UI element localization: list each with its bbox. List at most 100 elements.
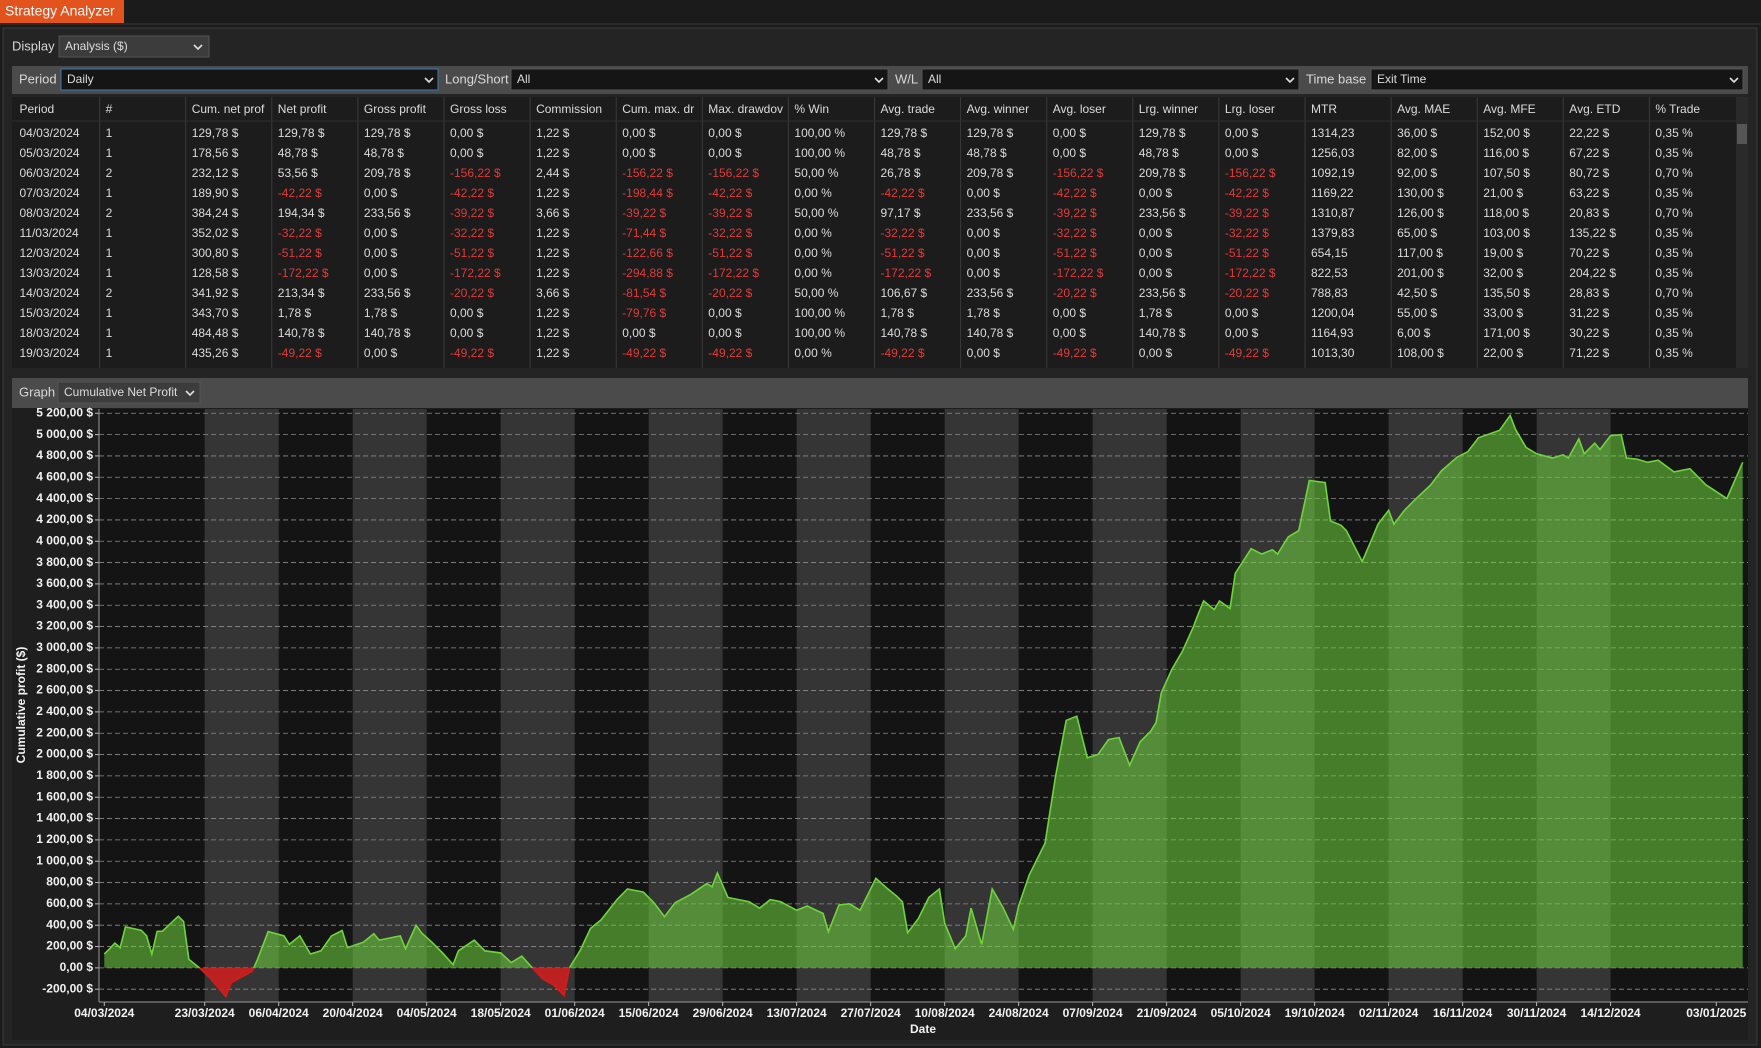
table-cell: 484,48 $ bbox=[192, 326, 239, 340]
table-cell: 233,56 $ bbox=[364, 206, 411, 220]
table-cell: -172,22 $ bbox=[450, 266, 501, 280]
table-cell: 117,00 $ bbox=[1397, 246, 1443, 260]
table-cell: 0,00 $ bbox=[364, 346, 398, 360]
table-cell: 30,22 $ bbox=[1569, 326, 1609, 340]
chevron bbox=[424, 77, 434, 84]
period-label: Period bbox=[19, 71, 57, 86]
column-header: Max. drawdov bbox=[708, 102, 783, 116]
table-cell: 343,70 $ bbox=[192, 306, 239, 320]
x-tick-label: 06/04/2024 bbox=[249, 1006, 309, 1020]
table-cell: 2,44 $ bbox=[536, 166, 570, 180]
table-cell: 107,50 $ bbox=[1483, 166, 1530, 180]
table-cell: -42,22 $ bbox=[1053, 186, 1097, 200]
column-header: Commission bbox=[536, 102, 602, 116]
chevron bbox=[193, 44, 203, 51]
long-short-dropdown[interactable] bbox=[510, 68, 889, 91]
time-base-label: Time base bbox=[1306, 71, 1366, 86]
table-cell: 97,17 $ bbox=[881, 206, 921, 220]
table-cell: 129,78 $ bbox=[192, 126, 239, 140]
y-tick-label: 1 200,00 $ bbox=[36, 832, 93, 846]
table-cell: 2 bbox=[106, 206, 113, 220]
x-tick-label: 07/09/2024 bbox=[1063, 1006, 1123, 1020]
column-header: # bbox=[106, 102, 113, 116]
column-header: Period bbox=[20, 102, 55, 116]
table-cell: 82,00 $ bbox=[1397, 146, 1437, 160]
table-cell: -20,22 $ bbox=[1053, 286, 1097, 300]
table-cell: -49,22 $ bbox=[1053, 346, 1097, 360]
x-tick-label: 13/07/2024 bbox=[767, 1006, 827, 1020]
table-cell: -32,22 $ bbox=[881, 226, 925, 240]
table-cell: 13/03/2024 bbox=[20, 266, 80, 280]
table-cell: 194,34 $ bbox=[278, 206, 325, 220]
graph-label: Graph bbox=[19, 384, 55, 399]
table-cell: -81,54 $ bbox=[622, 286, 666, 300]
y-tick-label: 4 400,00 $ bbox=[36, 491, 93, 505]
date-band bbox=[944, 409, 1019, 1002]
table-cell: 65,00 $ bbox=[1397, 226, 1437, 240]
y-tick-label: 800,00 $ bbox=[46, 875, 93, 889]
table-cell: 1,22 $ bbox=[536, 186, 570, 200]
table-cell: 140,78 $ bbox=[364, 326, 411, 340]
graph-bar bbox=[12, 378, 1748, 408]
date-band bbox=[352, 409, 427, 1002]
table-cell: 129,78 $ bbox=[881, 126, 928, 140]
table-cell: -51,22 $ bbox=[278, 246, 322, 260]
table-cell: 0,00 $ bbox=[622, 126, 656, 140]
table-cell: 0,00 $ bbox=[450, 326, 484, 340]
table-cell: 0,00 $ bbox=[967, 346, 1001, 360]
y-tick-label: 4 000,00 $ bbox=[36, 533, 93, 547]
y-tick-label: 5 000,00 $ bbox=[36, 427, 93, 441]
y-tick-label: 2 200,00 $ bbox=[36, 725, 93, 739]
table-cell: 0,00 $ bbox=[364, 246, 398, 260]
table-cell: 14/03/2024 bbox=[20, 286, 80, 300]
tab[interactable] bbox=[0, 0, 124, 23]
date-band bbox=[204, 409, 279, 1002]
wl-dropdown[interactable] bbox=[921, 68, 1300, 91]
table-cell: 92,00 $ bbox=[1397, 166, 1437, 180]
table-cell: 1 bbox=[106, 126, 113, 140]
table-cell: -172,22 $ bbox=[881, 266, 932, 280]
y-tick-label: 2 600,00 $ bbox=[36, 683, 93, 697]
table-cell: -49,22 $ bbox=[622, 346, 666, 360]
display-dropdown[interactable] bbox=[58, 35, 210, 58]
table-cell: 1,22 $ bbox=[536, 146, 570, 160]
y-tick-label: 4 600,00 $ bbox=[36, 469, 93, 483]
table-cell: 70,22 $ bbox=[1569, 246, 1609, 260]
table-cell: -20,22 $ bbox=[1225, 286, 1269, 300]
table-cell: 0,00 $ bbox=[1053, 326, 1087, 340]
date-band bbox=[500, 409, 575, 1002]
table-cell: -122,66 $ bbox=[622, 246, 673, 260]
table-cell: 103,00 $ bbox=[1483, 226, 1530, 240]
table-cell: 71,22 $ bbox=[1569, 346, 1609, 360]
table-cell: 0,00 % bbox=[794, 246, 832, 260]
table-cell: 0,00 $ bbox=[1225, 146, 1259, 160]
table-cell: -156,22 $ bbox=[450, 166, 501, 180]
column-header: Lrg. winner bbox=[1139, 102, 1198, 116]
column-header: Avg. loser bbox=[1053, 102, 1106, 116]
table-cell: 0,00 $ bbox=[364, 186, 398, 200]
table-cell: 1164,93 bbox=[1311, 326, 1354, 340]
time-base-dropdown[interactable] bbox=[1370, 68, 1744, 91]
scrollbar[interactable] bbox=[1736, 97, 1748, 368]
table-cell: -172,22 $ bbox=[1053, 266, 1104, 280]
scroll-thumb[interactable] bbox=[1737, 124, 1747, 144]
table-cell: 1 bbox=[106, 306, 113, 320]
x-tick-label: 02/11/2024 bbox=[1359, 1006, 1419, 1020]
period-dropdown[interactable] bbox=[60, 68, 439, 91]
table-cell: 22,00 $ bbox=[1483, 346, 1523, 360]
table-cell: -71,44 $ bbox=[622, 226, 666, 240]
table-cell: 1,78 $ bbox=[881, 306, 915, 320]
table-cell: 1 bbox=[106, 146, 113, 160]
graph-dropdown[interactable] bbox=[57, 381, 201, 404]
table-cell: 05/03/2024 bbox=[20, 146, 80, 160]
display-label: Display bbox=[12, 38, 55, 53]
x-tick-label: 29/06/2024 bbox=[693, 1006, 753, 1020]
area-positive bbox=[104, 415, 1743, 968]
table-cell: 0,00 $ bbox=[450, 126, 484, 140]
table-cell: 3,66 $ bbox=[536, 286, 570, 300]
table-cell: 06/03/2024 bbox=[20, 166, 80, 180]
y-tick-label: 3 400,00 $ bbox=[36, 597, 93, 611]
table-cell: 0,70 % bbox=[1655, 206, 1693, 220]
y-tick-label: 4 800,00 $ bbox=[36, 448, 93, 462]
